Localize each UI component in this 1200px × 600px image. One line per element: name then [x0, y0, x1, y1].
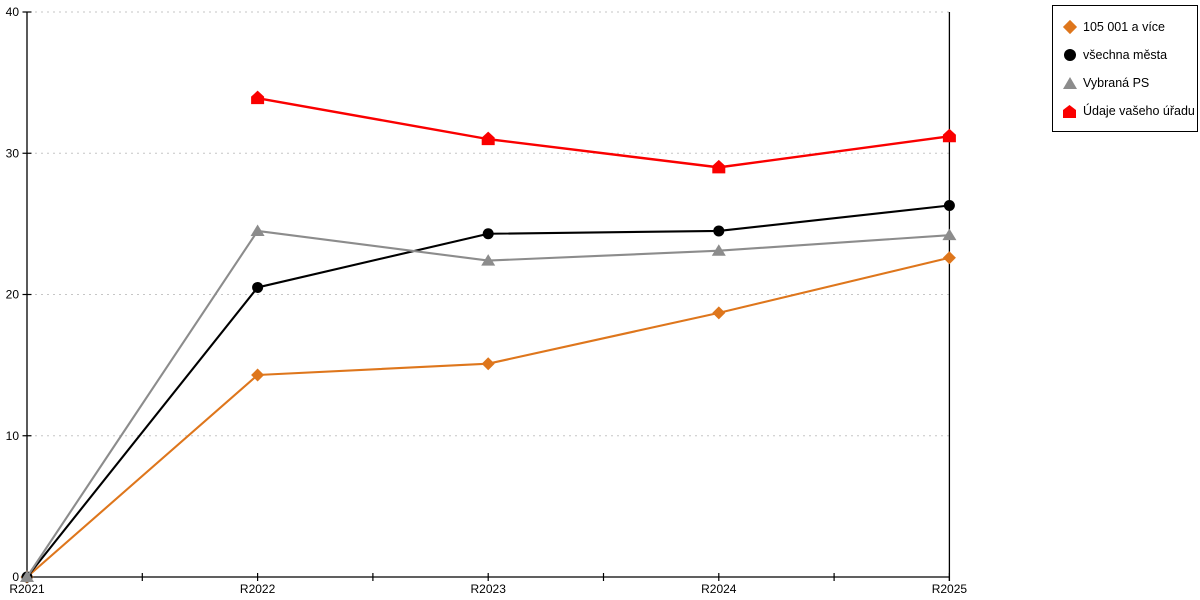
legend-label: 105 001 a více: [1083, 20, 1166, 34]
chart-legend: 105 001 a více všechna města Vybraná PS …: [1052, 5, 1198, 132]
diamond-marker: [481, 357, 495, 371]
pentagon-marker: [481, 131, 495, 146]
diamond-marker: [712, 306, 726, 320]
pentagon-marker: [251, 90, 265, 105]
legend-item: 105 001 a více: [1062, 13, 1191, 41]
circle-marker: [943, 200, 955, 212]
pentagon-marker: [942, 128, 956, 143]
triangle-marker: [250, 224, 265, 236]
series-line-0: [25, 256, 951, 579]
y-tick-label: 0: [12, 570, 19, 584]
pentagon-marker-icon: [1063, 104, 1077, 118]
legend-item: Vybraná PS: [1063, 69, 1191, 97]
circle-marker-icon: [1063, 48, 1077, 62]
y-tick-label: 10: [6, 429, 20, 443]
triangle-marker: [942, 228, 957, 241]
legend-label: Vybraná PS: [1083, 76, 1150, 90]
triangle-marker: [711, 244, 726, 256]
legend-item: všechna města: [1063, 41, 1191, 69]
diamond-marker-icon: [1062, 19, 1078, 35]
legend-label: Údaje vašeho úřadu: [1083, 104, 1195, 118]
pentagon-marker: [712, 159, 726, 174]
triangle-marker: [481, 254, 496, 266]
triangle-marker: [20, 570, 34, 582]
series-line-3: [256, 96, 951, 169]
diamond-marker: [251, 368, 265, 382]
diamond-marker: [942, 251, 956, 265]
y-tick-label: 20: [6, 288, 20, 302]
circle-marker: [482, 228, 494, 240]
legend-item: Údaje vašeho úřadu: [1063, 97, 1195, 125]
triangle-marker-icon: [1063, 76, 1077, 90]
x-tick-label: R2024: [701, 582, 737, 596]
x-tick-label: R2021: [9, 582, 45, 596]
x-tick-label: R2023: [471, 582, 507, 596]
circle-marker: [252, 281, 264, 293]
y-tick-label: 40: [6, 5, 20, 19]
y-tick-label: 30: [6, 146, 20, 160]
x-tick-label: R2025: [932, 582, 968, 596]
x-tick-label: R2022: [240, 582, 276, 596]
legend-label: všechna města: [1083, 48, 1168, 62]
circle-marker: [713, 225, 725, 237]
